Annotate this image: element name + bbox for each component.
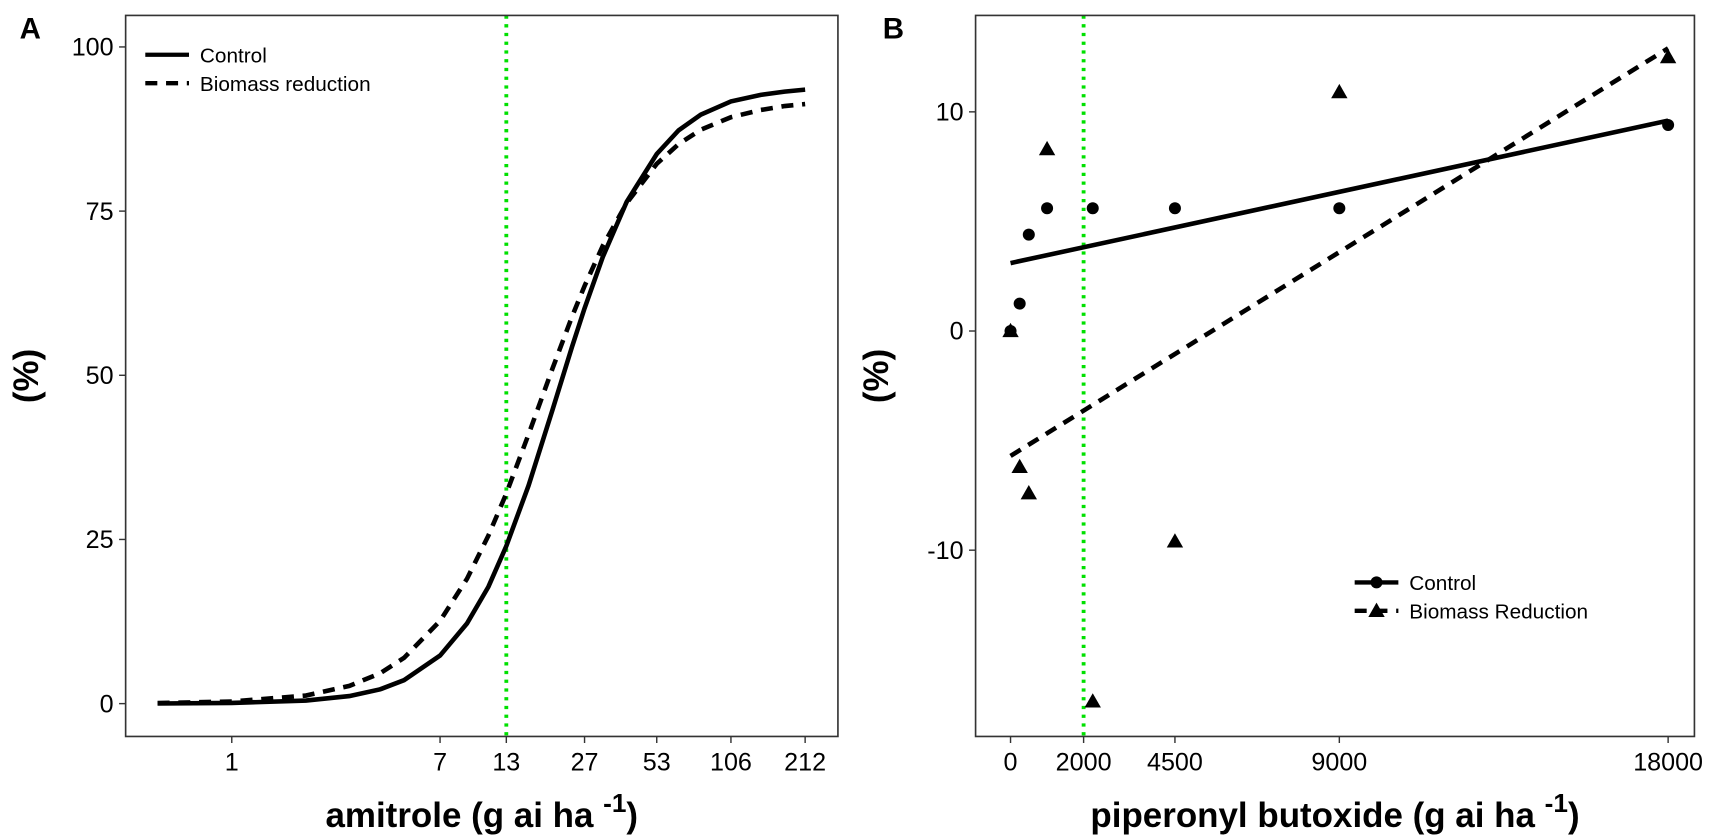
- x-axis-title-part: -1: [603, 788, 626, 818]
- x-tick-label: 7: [433, 748, 447, 776]
- x-tick-label: 2000: [1056, 748, 1112, 776]
- legend-label: Control: [200, 44, 267, 67]
- y-tick-label: 25: [86, 526, 114, 554]
- x-tick-label: 53: [643, 748, 671, 776]
- marker: [1022, 228, 1035, 241]
- marker: [1662, 118, 1675, 132]
- x-tick-label: 212: [784, 748, 826, 776]
- x-tick-label: 27: [571, 748, 599, 776]
- x-axis-title: amitrole (g ai ha -1): [325, 788, 638, 835]
- legend-label: Biomass reduction: [200, 73, 371, 96]
- x-axis-title-part: ): [626, 796, 638, 835]
- marker: [1370, 576, 1383, 589]
- marker: [1333, 202, 1346, 215]
- x-tick-label: 18000: [1633, 748, 1703, 776]
- curve: [157, 87, 806, 706]
- marker: [1041, 202, 1054, 215]
- panel-label: A: [20, 12, 41, 45]
- marker: [1020, 484, 1038, 500]
- y-tick-label: 10: [936, 99, 964, 127]
- x-tick-label: 13: [492, 748, 520, 776]
- y-tick-label: 0: [100, 690, 114, 718]
- y-axis-title: (%): [857, 349, 896, 403]
- x-axis-title: piperonyl butoxide (g ai ha -1): [1090, 788, 1579, 835]
- y-axis-title: (%): [7, 349, 46, 403]
- marker: [1166, 533, 1184, 548]
- y-tick-label: 50: [86, 362, 114, 390]
- legend-label: Control: [1409, 572, 1476, 595]
- x-axis-title-part: ): [1568, 796, 1580, 835]
- y-tick-label: -10: [927, 537, 963, 565]
- marker: [1331, 83, 1348, 99]
- plot-frame: [124, 14, 839, 738]
- y-tick-label: 0: [950, 318, 964, 346]
- marker: [1368, 602, 1385, 617]
- marker: [1013, 297, 1026, 310]
- marker: [1038, 140, 1056, 156]
- panel-label: B: [883, 12, 904, 45]
- legend-label: Biomass Reduction: [1409, 600, 1588, 623]
- x-axis-title-part: piperonyl butoxide (g ai ha: [1090, 796, 1544, 835]
- marker: [1168, 202, 1181, 215]
- y-tick-label: 100: [72, 34, 114, 62]
- x-tick-label: 4500: [1147, 748, 1203, 776]
- fit-line: [1010, 118, 1669, 266]
- marker: [1011, 458, 1028, 474]
- x-tick-label: 0: [1004, 748, 1018, 776]
- x-tick-label: 106: [710, 748, 752, 776]
- x-axis-title-part: -1: [1545, 788, 1568, 818]
- y-tick-label: 75: [86, 198, 114, 226]
- plot-frame: [974, 14, 1696, 738]
- marker: [1659, 48, 1677, 64]
- marker: [1086, 202, 1099, 215]
- x-axis-title-part: amitrole (g ai ha: [325, 796, 603, 835]
- marker: [1002, 322, 1019, 338]
- x-tick-label: 9000: [1311, 748, 1367, 776]
- curve: [157, 101, 806, 706]
- x-tick-label: 1: [225, 748, 239, 776]
- fit-line: [1009, 46, 1670, 458]
- marker: [1084, 693, 1101, 708]
